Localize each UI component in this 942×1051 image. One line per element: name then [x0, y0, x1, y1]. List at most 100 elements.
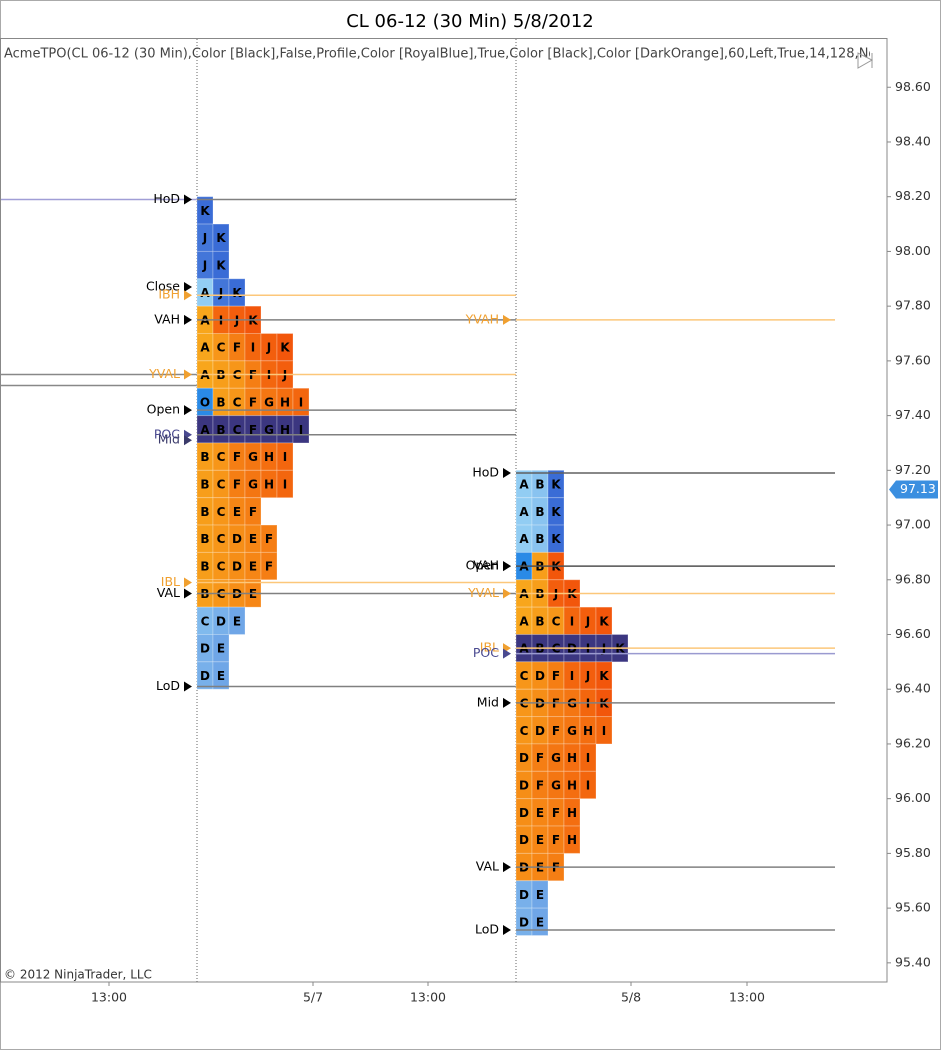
tpo-letter: F	[265, 560, 273, 574]
tpo-cell	[276, 333, 294, 362]
tpo-letter: K	[551, 478, 561, 492]
tpo-letter: H	[567, 751, 577, 765]
level-marker	[184, 435, 192, 446]
tpo-letter: J	[266, 341, 271, 355]
tpo-letter: D	[200, 642, 210, 656]
level-marker	[184, 405, 192, 416]
tpo-letter: C	[520, 669, 529, 683]
y-tick-label: 97.20	[895, 462, 931, 477]
tpo-letter: K	[551, 505, 561, 519]
tpo-letter: H	[264, 478, 274, 492]
level-label: LoD	[156, 678, 180, 693]
y-tick-label: 98.00	[895, 243, 931, 258]
tpo-cell	[260, 524, 278, 553]
tpo-letter: D	[232, 532, 242, 546]
tpo-cell	[276, 442, 294, 471]
level-label: IBL	[161, 574, 180, 589]
tpo-letter: K	[232, 286, 242, 300]
tpo-letter: D	[519, 888, 529, 902]
tpo-letter: E	[536, 833, 544, 847]
level-marker	[184, 314, 192, 325]
level-label: Open	[147, 402, 180, 417]
tpo-cell	[212, 661, 230, 690]
tpo-letter: B	[535, 532, 544, 546]
y-tick-label: 96.00	[895, 790, 931, 805]
tpo-letter: I	[299, 423, 303, 437]
tpo-cell	[563, 825, 581, 854]
tpo-cell	[595, 661, 613, 690]
level-label: VAL	[476, 859, 499, 874]
tpo-letter: B	[200, 532, 209, 546]
tpo-letter: K	[599, 614, 609, 628]
tpo-letter: H	[567, 833, 577, 847]
level-marker	[503, 697, 511, 708]
plot-area	[0, 38, 888, 983]
tpo-letter: K	[599, 669, 609, 683]
tpo-letter: D	[200, 669, 210, 683]
tpo-letter: E	[249, 560, 257, 574]
tpo-letter: E	[249, 532, 257, 546]
tpo-letter: E	[536, 806, 544, 820]
level-label: YVAL	[148, 366, 180, 381]
level-label: Mid	[477, 694, 499, 709]
tpo-letter: D	[232, 560, 242, 574]
tpo-letter: B	[535, 614, 544, 628]
y-tick-label: 98.60	[895, 79, 931, 94]
tpo-letter: C	[201, 614, 210, 628]
level-marker	[503, 648, 511, 659]
tpo-letter: K	[551, 532, 561, 546]
level-label: POC	[473, 645, 499, 660]
y-tick-label: 98.20	[895, 188, 931, 203]
level-label: HoD	[153, 191, 180, 206]
tpo-letter: G	[551, 751, 561, 765]
close-icon[interactable]	[857, 52, 874, 69]
tpo-letter: B	[200, 560, 209, 574]
last-price-tag	[889, 480, 938, 499]
tpo-cell	[547, 524, 565, 553]
y-tick-label: 96.40	[895, 681, 931, 696]
tpo-letter: A	[200, 341, 210, 355]
tpo-letter: J	[202, 259, 207, 273]
level-label: YVAL	[467, 585, 499, 600]
tpo-letter: F	[233, 450, 241, 464]
tpo-letter: A	[519, 478, 529, 492]
tpo-letter: H	[583, 724, 593, 738]
tpo-letter: C	[217, 341, 226, 355]
level-label: YVAH	[465, 311, 499, 326]
tpo-letter: F	[536, 751, 544, 765]
tpo-letter: J	[585, 669, 590, 683]
x-tick-label: 13:00	[410, 990, 446, 1005]
tpo-letter: F	[249, 423, 257, 437]
tpo-letter: F	[249, 395, 257, 409]
y-tick-label: 96.20	[895, 735, 931, 750]
y-tick-label: 95.80	[895, 845, 931, 860]
level-marker	[503, 314, 511, 325]
tpo-letter: E	[233, 614, 241, 628]
tpo-letter: I	[586, 778, 590, 792]
tpo-letter: K	[280, 341, 290, 355]
tpo-letter: B	[216, 395, 225, 409]
tpo-letter: C	[217, 450, 226, 464]
tpo-letter: D	[216, 614, 226, 628]
level-label: IBH	[158, 287, 180, 302]
tpo-letter: A	[519, 614, 529, 628]
tpo-letter: D	[519, 778, 529, 792]
tpo-cell	[228, 606, 246, 635]
tpo-letter: D	[519, 806, 529, 820]
tpo-letter: A	[200, 423, 210, 437]
tpo-letter: C	[233, 423, 242, 437]
tpo-letter: I	[570, 614, 574, 628]
tpo-letter: B	[200, 450, 209, 464]
tpo-letter: E	[233, 505, 241, 519]
tpo-letter: D	[535, 724, 545, 738]
tpo-letter: E	[217, 669, 225, 683]
tpo-letter: I	[299, 395, 303, 409]
level-label: POC	[154, 426, 180, 441]
tpo-letter: B	[216, 423, 225, 437]
tpo-letter: B	[535, 478, 544, 492]
y-tick-label: 98.40	[895, 133, 931, 148]
level-label: HoD	[472, 465, 499, 480]
tpo-letter: J	[218, 286, 223, 300]
level-marker	[503, 862, 511, 873]
tpo-letter: I	[602, 724, 606, 738]
